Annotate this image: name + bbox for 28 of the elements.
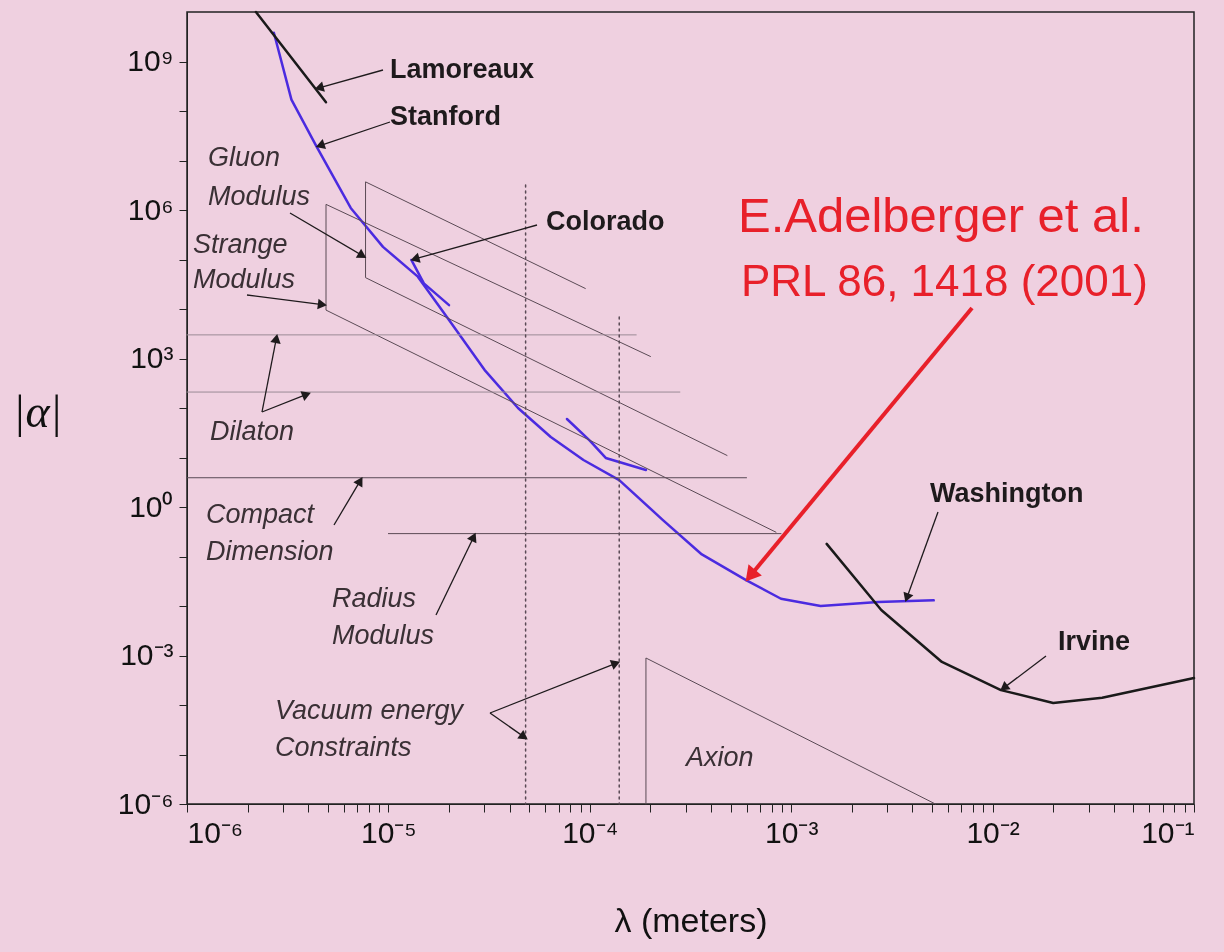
annotation: Dilaton [210, 416, 295, 446]
annotation: Lamoreaux [390, 54, 535, 84]
y-tick-label: 10⁰ [129, 489, 174, 523]
x-axis-title: λ (meters) [614, 900, 768, 939]
annotation: Irvine [1058, 626, 1131, 656]
x-tick-label: 10⁻² [966, 815, 1020, 849]
x-tick-label: 10⁻⁴ [562, 815, 619, 849]
annotation: Axion [684, 742, 754, 772]
annotation: PRL 86, 1418 (2001) [741, 256, 1148, 305]
y-tick-label: 10⁻⁶ [117, 786, 174, 820]
x-tick-label: 10⁻³ [765, 815, 819, 849]
annotation: Colorado [546, 206, 665, 236]
y-tick-label: 10⁹ [127, 44, 174, 77]
x-tick-label: 10⁻⁶ [187, 815, 244, 849]
annotation: Washington [930, 478, 1084, 508]
annotation: Gluon Modulus [208, 142, 311, 211]
annotation: Vacuum energy Constraints [275, 695, 465, 762]
x-tick-label: 10⁻¹ [1141, 815, 1195, 849]
annotation: Strange Modulus [193, 229, 296, 294]
y-tick-label: 10⁶ [127, 192, 174, 226]
annotation: Stanford [390, 101, 501, 131]
annotation: Compact Dimension [206, 499, 334, 566]
annotation: Radius Modulus [332, 583, 435, 650]
x-tick-label: 10⁻⁵ [360, 815, 417, 849]
y-tick-label: 10⁻³ [120, 638, 174, 671]
annotation: E.Adelberger et al. [738, 188, 1144, 242]
y-tick-label: 10³ [130, 341, 174, 374]
y-axis-title: |α| [12, 385, 63, 437]
